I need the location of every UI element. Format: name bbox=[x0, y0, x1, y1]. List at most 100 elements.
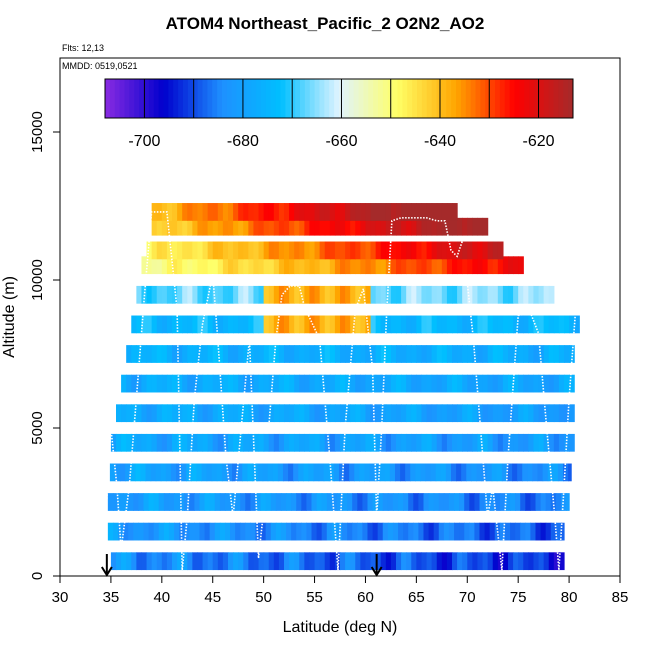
heatmap-cell bbox=[380, 404, 387, 423]
heatmap-cell bbox=[380, 552, 387, 571]
heatmap-cell bbox=[140, 463, 147, 482]
heatmap-cell bbox=[502, 256, 509, 275]
heatmap-cell bbox=[446, 433, 453, 452]
heatmap-cell bbox=[457, 433, 463, 452]
heatmap-cell bbox=[355, 241, 361, 260]
heatmap-cell bbox=[156, 256, 163, 275]
heatmap-cell bbox=[238, 217, 244, 236]
heatmap-cell bbox=[278, 315, 285, 334]
heatmap-cell bbox=[334, 404, 341, 423]
heatmap-cell bbox=[151, 285, 158, 304]
heatmap-cell bbox=[253, 433, 260, 452]
heatmap-cell bbox=[457, 285, 463, 304]
heatmap-cell bbox=[340, 256, 346, 275]
heatmap-cell bbox=[233, 552, 239, 571]
heatmap-cell bbox=[446, 404, 453, 423]
heatmap-cell bbox=[403, 522, 409, 541]
colorbar-swatch bbox=[285, 79, 291, 118]
heatmap-cell bbox=[109, 463, 116, 482]
heatmap-cell bbox=[401, 433, 407, 452]
heatmap-cell bbox=[187, 241, 193, 260]
heatmap-cell bbox=[217, 433, 224, 452]
heatmap-cell bbox=[177, 374, 183, 393]
heatmap-cell bbox=[350, 433, 356, 452]
colorbar-swatch bbox=[217, 79, 223, 118]
heatmap-cell bbox=[430, 463, 437, 482]
heatmap-cell bbox=[156, 433, 163, 452]
flight-track-layer bbox=[105, 211, 576, 571]
colorbar-swatch bbox=[324, 79, 330, 118]
heatmap-cell bbox=[518, 404, 524, 423]
heatmap-cell bbox=[431, 256, 438, 275]
heatmap-cell bbox=[141, 433, 148, 452]
heatmap-cell bbox=[558, 345, 565, 363]
heatmap-cell bbox=[324, 552, 331, 571]
heatmap-cell bbox=[360, 315, 367, 334]
heatmap-cell bbox=[467, 256, 473, 275]
heatmap-cell bbox=[446, 203, 453, 221]
heatmap-cell bbox=[334, 345, 341, 363]
heatmap-cell bbox=[243, 345, 249, 363]
heatmap-cell bbox=[182, 241, 188, 260]
heatmap-cell bbox=[329, 374, 336, 393]
heatmap-cell bbox=[333, 463, 340, 482]
heatmap-cell bbox=[452, 256, 458, 275]
heatmap-cell bbox=[184, 493, 190, 511]
heatmap-cell bbox=[299, 433, 305, 452]
heatmap-cell bbox=[116, 433, 122, 452]
heatmap-cell bbox=[253, 374, 260, 393]
heatmap-cell bbox=[219, 493, 226, 511]
heatmap-cell bbox=[217, 315, 224, 334]
heatmap-cell bbox=[309, 374, 316, 393]
heatmap-cell bbox=[390, 404, 397, 423]
heatmap-cell bbox=[472, 241, 479, 260]
colorbar-swatch bbox=[407, 79, 413, 118]
heatmap-cell bbox=[329, 552, 336, 571]
heatmap-cell bbox=[192, 374, 199, 393]
heatmap-cell bbox=[555, 522, 562, 541]
heatmap-cell bbox=[289, 345, 295, 363]
heatmap-cell bbox=[166, 315, 173, 334]
heatmap-cell bbox=[446, 552, 453, 571]
heatmap-cell bbox=[569, 315, 575, 334]
heatmap-cell bbox=[161, 217, 168, 236]
heatmap-cell bbox=[477, 315, 484, 334]
heatmap-cell bbox=[401, 285, 407, 304]
heatmap-cell bbox=[217, 404, 224, 423]
heatmap-cell bbox=[520, 522, 526, 541]
heatmap-cell bbox=[538, 404, 545, 423]
heatmap-cell bbox=[304, 285, 311, 304]
heatmap-cell bbox=[163, 493, 170, 511]
heatmap-cell bbox=[136, 404, 143, 423]
x-tick-label: 40 bbox=[153, 589, 170, 606]
heatmap-cell bbox=[508, 256, 514, 275]
heatmap-cell bbox=[166, 203, 173, 221]
heatmap-cell bbox=[228, 217, 234, 236]
y-axis-label: Altitude (m) bbox=[1, 276, 18, 358]
heatmap-cell bbox=[354, 463, 360, 482]
heatmap-cell bbox=[314, 433, 321, 452]
heatmap-cell bbox=[426, 217, 433, 236]
heatmap-cell bbox=[396, 433, 402, 452]
colorbar-swatch bbox=[553, 79, 559, 118]
heatmap-cell bbox=[278, 374, 285, 393]
heatmap-cell bbox=[161, 315, 168, 334]
heatmap-cell bbox=[299, 404, 305, 423]
heatmap-cell bbox=[390, 374, 397, 393]
heatmap-cell bbox=[118, 522, 124, 541]
plot-frame bbox=[59, 57, 621, 577]
colorbar-swatch bbox=[373, 79, 379, 118]
heatmap-cell bbox=[272, 463, 279, 482]
heatmap-cell bbox=[390, 285, 397, 304]
heatmap-cell bbox=[528, 315, 535, 334]
heatmap-cell bbox=[533, 285, 540, 304]
heatmap-cell bbox=[441, 203, 448, 221]
heatmap-cell bbox=[472, 374, 479, 393]
heatmap-cell bbox=[273, 203, 280, 221]
heatmap-cell bbox=[489, 522, 496, 541]
heatmap-cell bbox=[513, 552, 519, 571]
heatmap-cell bbox=[126, 345, 132, 363]
heatmap-cell bbox=[350, 256, 356, 275]
heatmap-cell bbox=[421, 345, 428, 363]
